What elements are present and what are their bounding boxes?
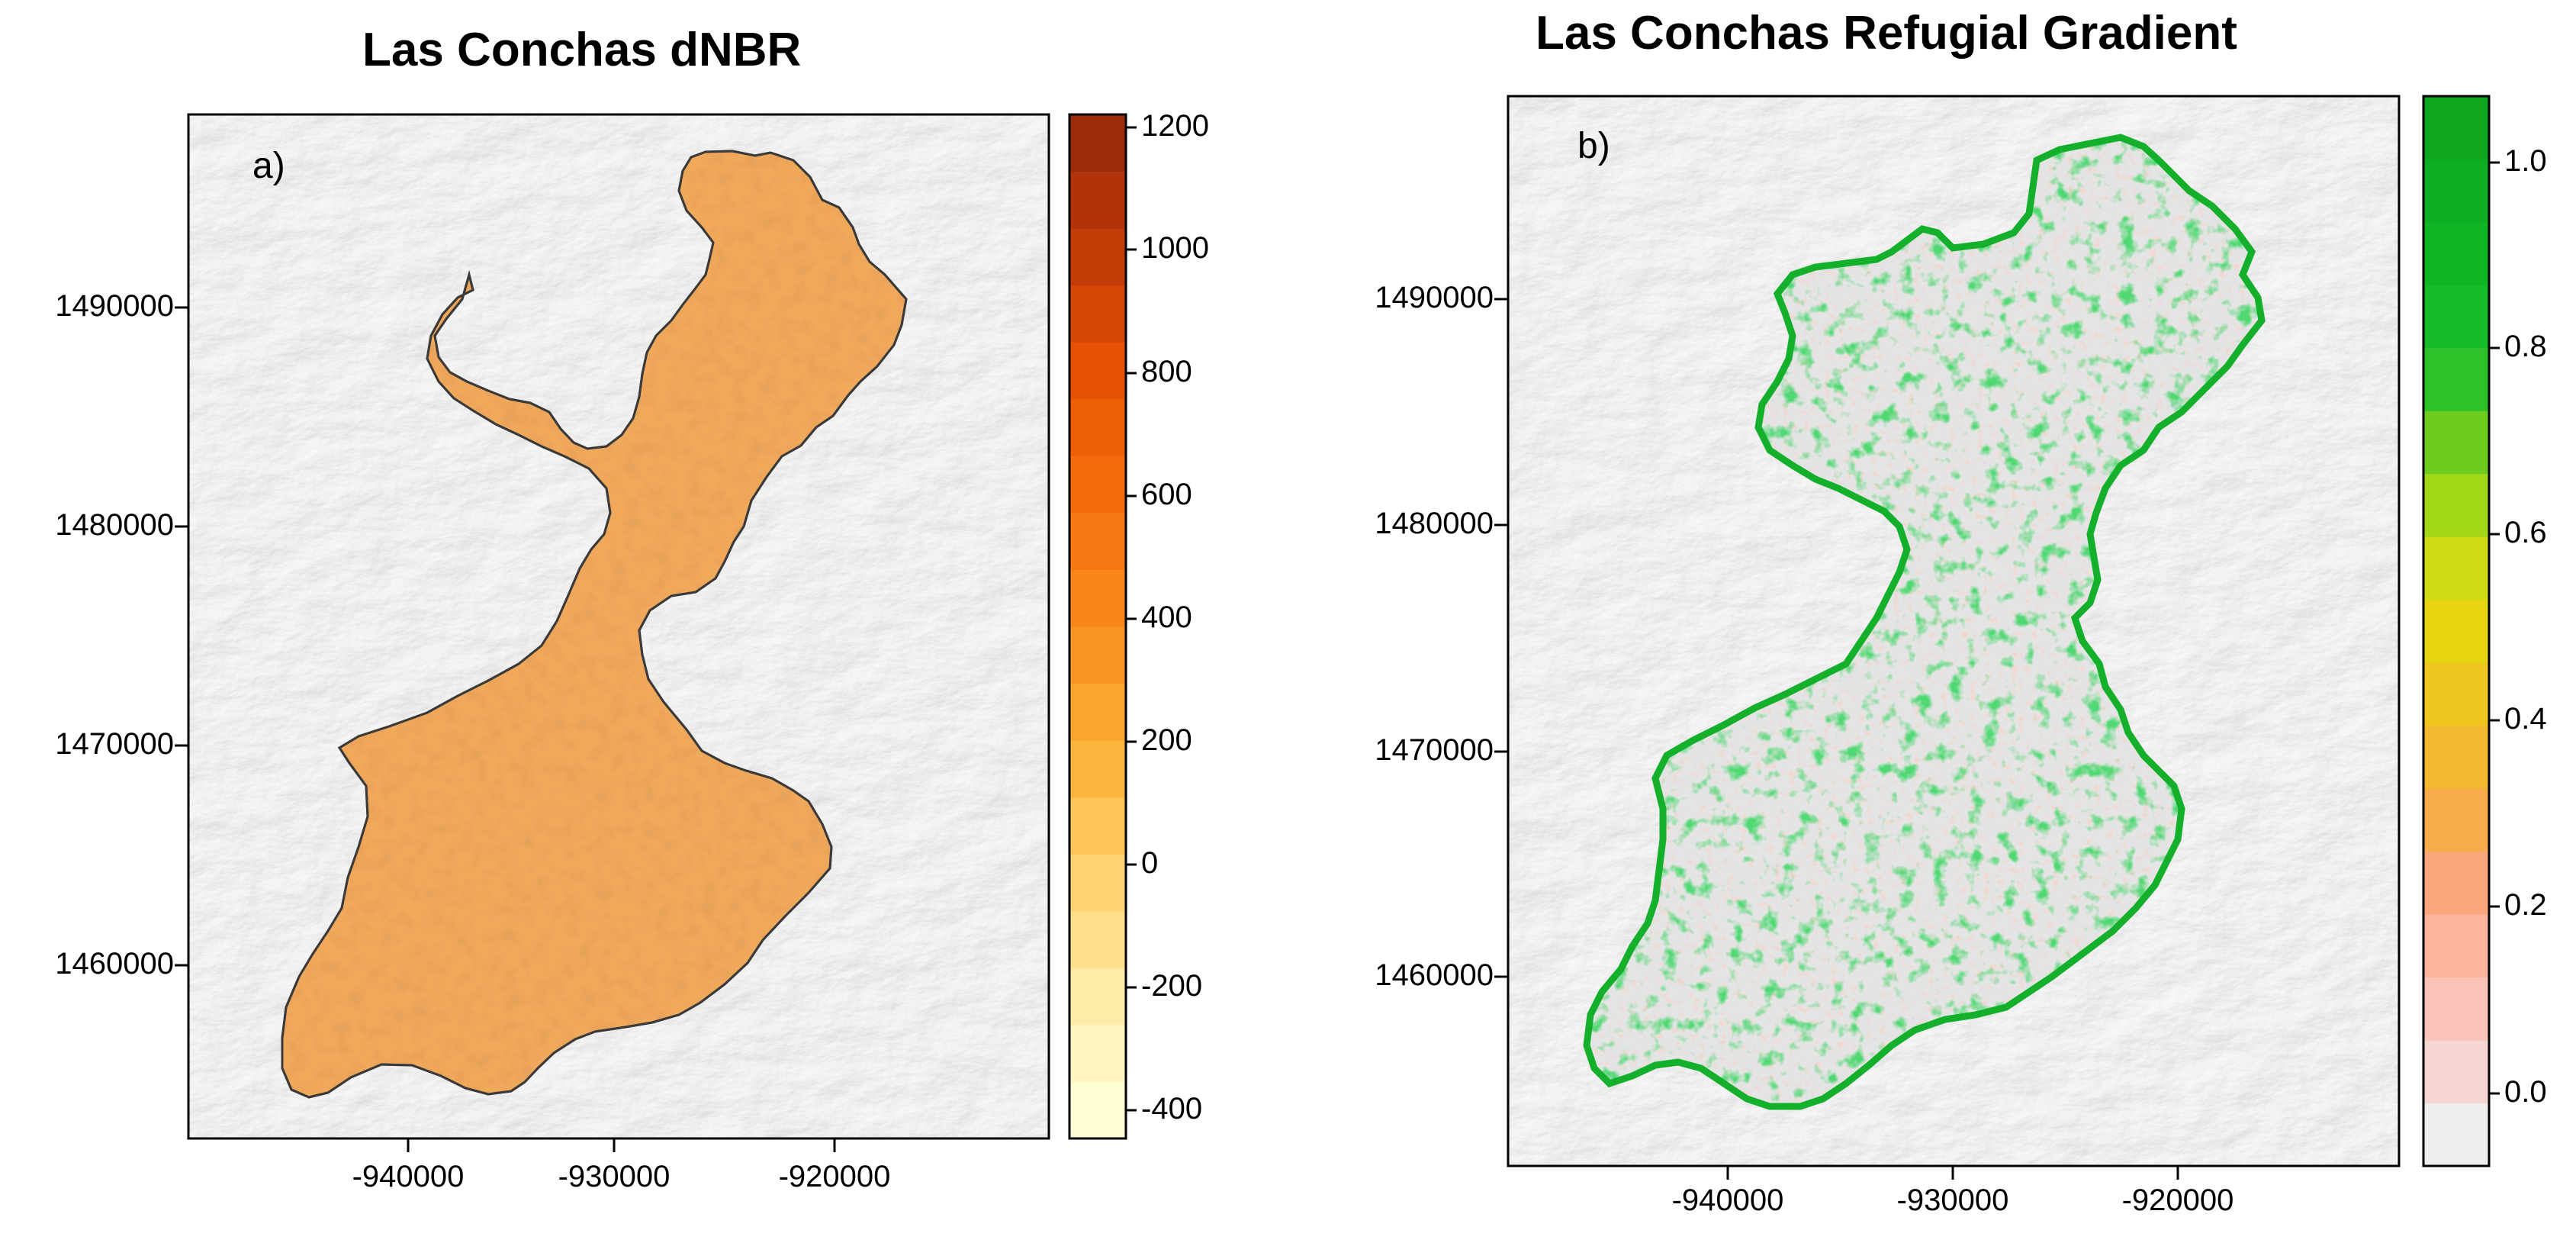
legend-color-band (2423, 536, 2489, 601)
x-tick-label: -940000 (1671, 1183, 1784, 1217)
legend-color-band (1069, 740, 1126, 798)
legend-tick-label: 1.0 (2504, 144, 2547, 178)
legend-color-band (1069, 1024, 1126, 1082)
legend-tick-label: 0.8 (2504, 330, 2547, 363)
legend-color-band (1069, 342, 1126, 400)
legend-color-band (2423, 599, 2489, 663)
y-tick-label: 1470000 (55, 727, 174, 761)
legend-color-band (2423, 788, 2489, 852)
fire-outline-a (281, 150, 908, 1099)
panel-b-label: b) (1577, 126, 1610, 166)
legend-color-band (1069, 456, 1126, 514)
legend-tick-label: 800 (1141, 355, 1192, 388)
legend-color-band (1069, 114, 1126, 172)
legend-color-band (2423, 221, 2489, 285)
legend-color-band (1069, 569, 1126, 627)
panel-a-x-axis (407, 1138, 836, 1152)
legend-color-band (1069, 398, 1126, 456)
legend-color-band (2423, 725, 2489, 789)
legend-color-band (1069, 285, 1126, 343)
legend-tick-label: 200 (1141, 723, 1192, 757)
legend-color-band (1069, 512, 1126, 570)
legend-color-band (1069, 228, 1126, 286)
legend-color-band (2423, 1103, 2489, 1167)
legend-tick-label: 400 (1141, 601, 1192, 634)
legend-tick-label: -200 (1141, 969, 1203, 1003)
x-tick-label: -920000 (2121, 1183, 2234, 1217)
legend-color-band (1069, 797, 1126, 855)
panel-b-title: Las Conchas Refugial Gradient (1536, 7, 2237, 60)
legend-color-band (1069, 171, 1126, 229)
panel-b-x-axis (1726, 1166, 2179, 1180)
legend-color-band (2423, 347, 2489, 411)
legend-color-band (1069, 968, 1126, 1026)
legend-a-frame (1068, 113, 1127, 1140)
x-tick-label: -940000 (352, 1160, 465, 1193)
legend-tick-label: 0.6 (2504, 516, 2547, 549)
panel-b-map (1494, 95, 2401, 1180)
legend-color-band (2423, 977, 2489, 1041)
panel-a-title: Las Conchas dNBR (362, 24, 802, 76)
legend-color-band (2423, 159, 2489, 223)
legend-tick-label: 0.0 (2504, 1075, 2547, 1109)
legend-color-band (2423, 1040, 2489, 1104)
legend-color-band (1069, 683, 1126, 741)
panel-a-legend (1068, 113, 1137, 1140)
legend-tick-label: 1000 (1141, 231, 1209, 265)
x-tick-label: -930000 (1896, 1183, 2009, 1217)
legend-tick-label: 1200 (1141, 109, 1209, 143)
legend-color-band (2423, 914, 2489, 978)
legend-tick-label: 600 (1141, 478, 1192, 511)
legend-tick-label: 0.2 (2504, 888, 2547, 922)
legend-color-band (1069, 910, 1126, 968)
legend-color-band (2423, 411, 2489, 475)
y-tick-label: 1480000 (1375, 507, 1494, 540)
panel-a-y-axis (175, 306, 188, 967)
legend-color-band (1069, 1081, 1126, 1139)
panel-a-map (175, 113, 1050, 1152)
legend-color-band (2423, 851, 2489, 915)
legend-color-band (2423, 473, 2489, 537)
x-tick-label: -920000 (778, 1160, 891, 1193)
legend-color-band (2423, 96, 2489, 159)
panel-b-legend (2422, 95, 2500, 1167)
legend-tick-label: 0 (1141, 846, 1159, 880)
fire-edge-b (1583, 134, 2266, 1110)
legend-tick-label: 0.4 (2504, 702, 2547, 736)
y-tick-label: 1490000 (1375, 281, 1494, 314)
y-tick-label: 1460000 (1375, 958, 1494, 992)
panel-a-label: a) (252, 146, 285, 186)
x-tick-label: -930000 (558, 1160, 671, 1193)
y-tick-label: 1490000 (55, 289, 174, 323)
legend-color-band (2423, 662, 2489, 726)
legend-color-band (2423, 285, 2489, 349)
legend-color-band (1069, 854, 1126, 912)
panel-b-y-axis (1494, 298, 1508, 978)
y-tick-label: 1470000 (1375, 733, 1494, 767)
legend-b-frame (2422, 95, 2491, 1167)
panel-a-frame (187, 113, 1050, 1140)
legend-color-band (1069, 626, 1126, 684)
y-tick-label: 1460000 (55, 947, 174, 981)
y-tick-label: 1480000 (55, 508, 174, 542)
legend-tick-label: -400 (1141, 1092, 1203, 1125)
